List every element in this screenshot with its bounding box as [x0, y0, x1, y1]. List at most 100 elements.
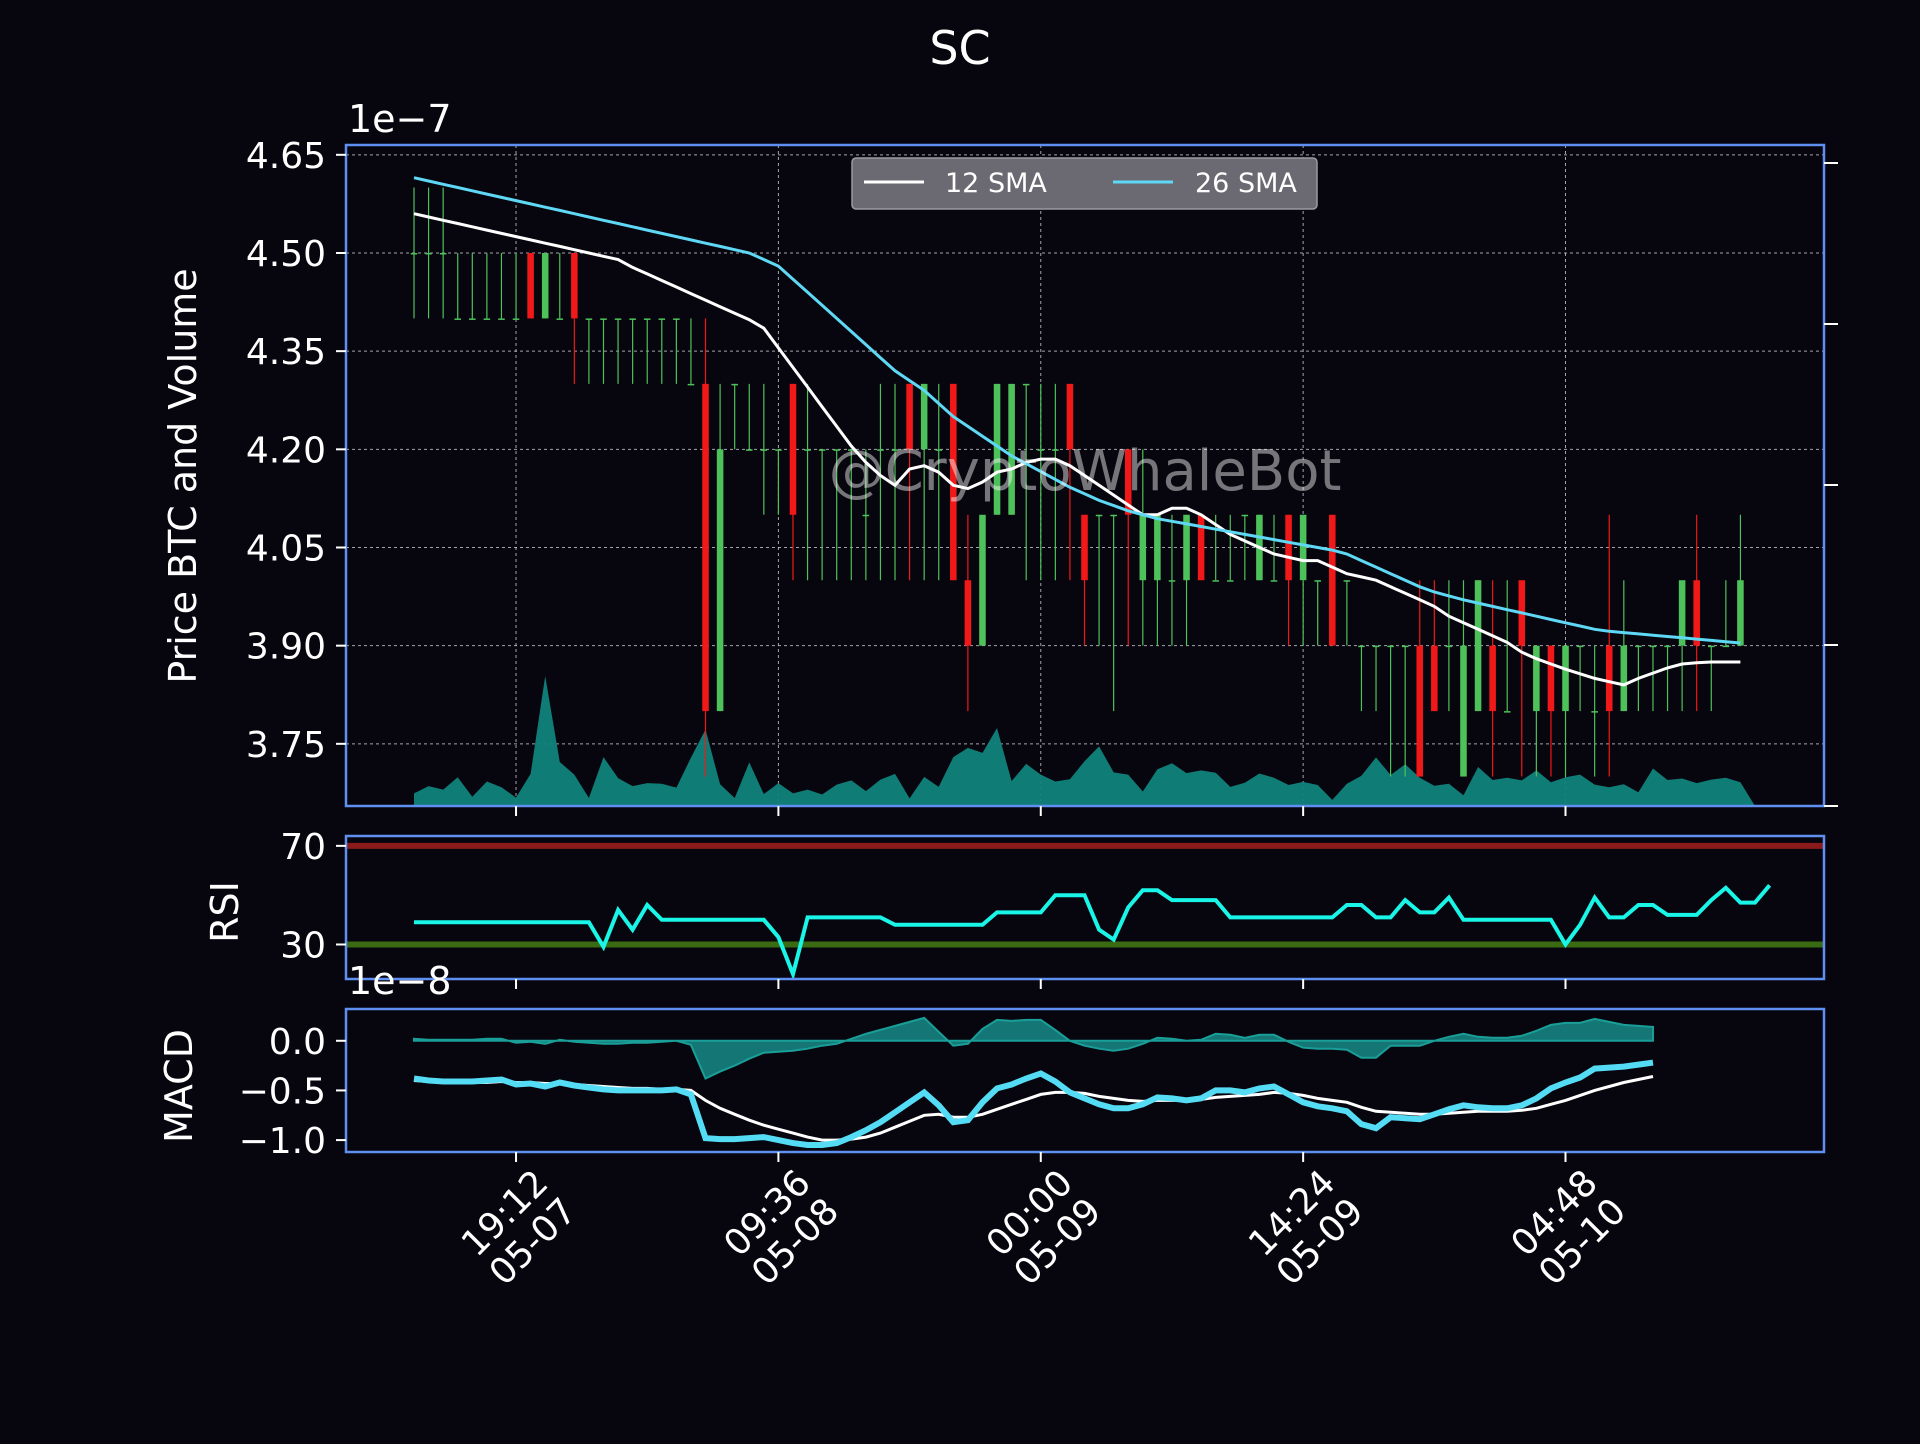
sma-line-12-sma — [413, 212, 1741, 687]
candle-body — [1416, 645, 1424, 777]
candle-body — [1168, 580, 1176, 582]
candle-body — [1620, 645, 1628, 712]
rsi-line — [414, 884, 1772, 981]
rsi-x-ticks — [515, 979, 1567, 989]
candle-body — [1052, 449, 1059, 451]
candle-body — [775, 449, 782, 451]
candle-body — [1110, 514, 1117, 517]
candle-body — [935, 449, 943, 451]
candle-body — [541, 252, 549, 319]
candle-body — [1678, 580, 1686, 646]
candle-body — [556, 318, 564, 320]
candle-body — [1008, 383, 1015, 515]
candle-body — [1183, 514, 1190, 581]
candle-body — [818, 449, 826, 451]
candle-body — [906, 383, 913, 450]
price-y-tick-label: 3.90 — [246, 627, 326, 668]
candle-body — [1329, 514, 1336, 646]
candle-body — [1139, 514, 1147, 581]
macd-y-axis-label: MACD — [157, 1029, 201, 1143]
price-y-tick-label: 4.20 — [246, 430, 326, 471]
candle-body — [483, 318, 491, 320]
candle-body — [1576, 645, 1584, 648]
rsi-y-axis-label: RSI — [203, 881, 247, 943]
candle-body — [1372, 645, 1380, 648]
candle-body — [702, 383, 709, 712]
watermark: @CryptoWhaleBot — [829, 439, 1342, 504]
volume-area-fill — [414, 676, 1755, 806]
candle-body — [629, 318, 636, 320]
candle-body — [1503, 711, 1511, 713]
candle-body — [1212, 580, 1219, 582]
candle-body — [643, 318, 651, 320]
candle-body — [571, 252, 578, 319]
price-y-axis: 4.65 4.50 4.35 4.20 4.05 3.90 3.75 — [246, 136, 346, 766]
candle-body — [1124, 449, 1132, 515]
candle-body — [614, 318, 622, 320]
candle-body — [862, 514, 870, 517]
candle-body — [891, 449, 899, 451]
macd-panel-frame — [344, 1007, 1826, 1154]
candle-body — [920, 383, 928, 450]
price-y-tick-label: 4.50 — [246, 234, 326, 275]
price-y-axis-label: Price BTC and Volume — [161, 268, 205, 683]
candle-body — [673, 318, 680, 320]
macd-histogram-area — [413, 1016, 1655, 1080]
candle-body — [1226, 580, 1234, 582]
candle-body — [1197, 514, 1205, 581]
macd-y-tick-label: −1.0 — [239, 1121, 326, 1162]
candle-body — [1314, 580, 1321, 582]
macd-y-axis: 0.0 −0.5 −1.0 — [239, 1022, 346, 1162]
candle-body — [1299, 514, 1307, 581]
candle-body — [585, 318, 593, 320]
candle-body — [1154, 514, 1161, 581]
candle-body — [1387, 645, 1394, 648]
candle-body — [1707, 645, 1715, 648]
candle-body — [425, 252, 432, 255]
candle-body — [1358, 645, 1365, 648]
macd-line-macd — [413, 1059, 1654, 1148]
macd-panel: 0.0 −0.5 −1.0 MACD — [157, 1007, 1826, 1162]
sma-line-26-sma — [413, 176, 1741, 645]
candle-body — [1474, 580, 1482, 712]
candle-body — [600, 318, 607, 320]
candle-body — [1022, 383, 1030, 386]
rsi-y-axis: 70 30 — [280, 827, 346, 966]
macd-lines — [413, 1059, 1654, 1148]
price-y-tick-label: 4.65 — [246, 136, 326, 177]
candle-body — [1547, 645, 1555, 712]
candle-body — [1401, 645, 1409, 648]
rsi-polyline — [414, 884, 1772, 981]
candle-body — [789, 383, 797, 515]
chart-title: SC — [929, 21, 990, 75]
candle-body — [527, 252, 534, 319]
candle-body — [1343, 580, 1351, 582]
candle-body — [1605, 645, 1613, 712]
macd-x-ticks — [515, 1152, 1567, 1162]
rsi-panel: 70 30 RSI 1e−8 — [203, 827, 1826, 1003]
candle-body — [498, 318, 505, 320]
macd-histogram — [413, 1016, 1655, 1080]
candle-body — [1095, 514, 1103, 517]
legend-label-12-sma: 12 SMA — [945, 168, 1047, 199]
price-offset-label: 1e−7 — [348, 97, 452, 141]
candle-body — [439, 252, 447, 255]
candle-body — [469, 318, 476, 320]
candle-body — [1693, 580, 1700, 646]
candle-body — [1635, 645, 1642, 648]
candle-body — [1445, 645, 1453, 648]
candle-body — [512, 318, 520, 320]
price-y-tick-label: 4.05 — [246, 528, 326, 569]
rsi-y-tick-label: 30 — [280, 925, 326, 966]
candle-body — [833, 449, 840, 451]
candle-body — [1241, 514, 1249, 517]
rsi-panel-frame — [344, 834, 1826, 981]
price-y-tick-label: 4.35 — [246, 332, 326, 373]
legend-box — [851, 157, 1318, 210]
candle-body — [454, 318, 462, 320]
price-panel: @CryptoWhaleBot 4.65 4.50 4.35 4.20 4.05 3.90… — [161, 97, 1838, 816]
rsi-bands — [346, 842, 1824, 948]
candle-body — [687, 383, 695, 386]
